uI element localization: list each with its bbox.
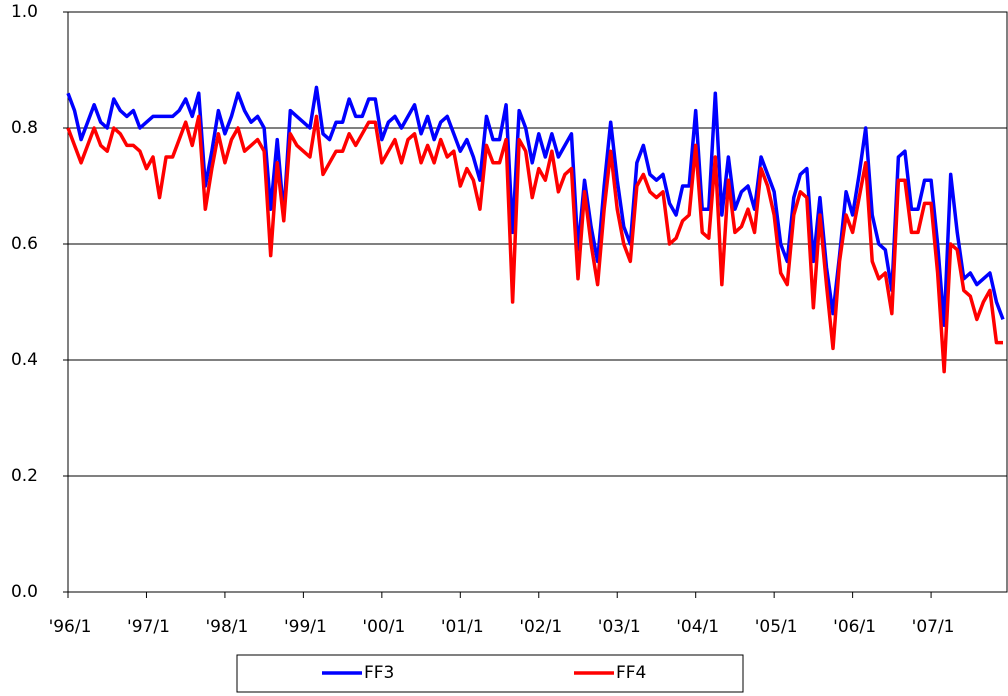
x-tick-label: '07/1 — [912, 617, 955, 637]
y-tick-label: 0.2 — [11, 466, 38, 486]
x-tick-label: '00/1 — [362, 617, 405, 637]
y-tick-label: 0.4 — [11, 350, 38, 370]
x-tick-label: '97/1 — [127, 617, 170, 637]
x-tick-label: '04/1 — [676, 617, 719, 637]
x-tick-label: '99/1 — [284, 617, 327, 637]
y-tick-label: 1.0 — [11, 2, 38, 22]
x-tick-label: '98/1 — [205, 617, 248, 637]
series-line — [66, 85, 1005, 327]
x-tick-label: '01/1 — [441, 617, 484, 637]
x-tick-label: '96/1 — [49, 617, 92, 637]
x-tick-label: '02/1 — [519, 617, 562, 637]
legend-label: FF3 — [364, 663, 394, 683]
series-line — [66, 114, 1003, 374]
x-tick-label: '03/1 — [598, 617, 641, 637]
x-tick-label: '06/1 — [833, 617, 876, 637]
x-tick-label: '05/1 — [755, 617, 798, 637]
y-tick-label: 0.6 — [11, 234, 38, 254]
plot-area — [67, 11, 1008, 593]
legend-box — [236, 654, 744, 693]
y-tick-label: 0.8 — [11, 118, 38, 138]
legend-label: FF4 — [616, 663, 646, 683]
y-tick-label: 0.0 — [11, 582, 38, 602]
